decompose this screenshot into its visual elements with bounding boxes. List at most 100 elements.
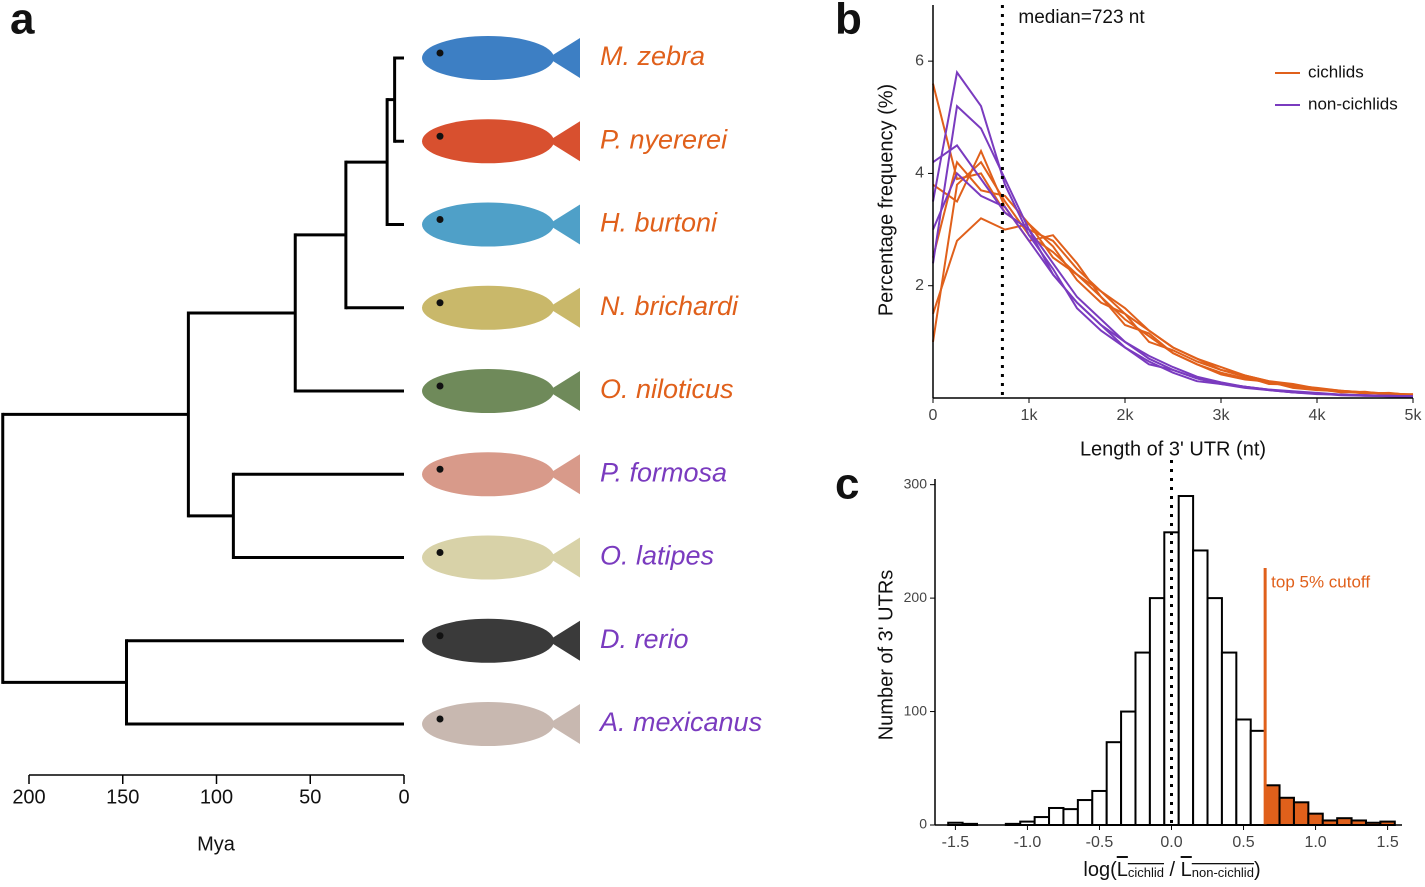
x-tick-label: 100 (200, 786, 233, 808)
fish-image (436, 382, 444, 390)
y-tick-label: 300 (904, 475, 928, 491)
fish-image (436, 715, 444, 723)
cutoff-label: top 5% cutoff (1271, 572, 1370, 591)
histogram-bar (1177, 495, 1195, 826)
x-tick-label: 200 (12, 786, 45, 808)
histogram-bar (1336, 817, 1353, 826)
histogram-bar (1134, 651, 1151, 826)
x-axis-title-part: log( (1083, 859, 1117, 881)
x-axis-title: Length of 3' UTR (nt) (1080, 438, 1266, 460)
fish-image (548, 704, 580, 744)
x-tick-label: 1.5 (1376, 834, 1398, 851)
x-tick-label: 0 (929, 407, 938, 424)
fish-image (422, 119, 554, 164)
fish-image (422, 618, 554, 663)
x-tick-label: 5k (1405, 407, 1423, 424)
fish-image (422, 369, 554, 413)
y-axis-title: Number of 3' UTRs (875, 570, 897, 741)
x-tick-label: 1.0 (1304, 834, 1326, 851)
x-tick-label: -1.5 (942, 834, 970, 851)
fish-image (422, 36, 554, 80)
species-label: P. nyererei (600, 124, 728, 154)
x-tick-label: 50 (299, 786, 321, 808)
y-tick-label: 0 (919, 816, 927, 832)
histogram-bar (1278, 796, 1295, 826)
x-tick-label: 2k (1117, 407, 1135, 424)
annotation: median=723 nt (1018, 7, 1145, 28)
histogram-bar (1120, 710, 1137, 826)
x-axis-title-part: non-cichlid (1192, 865, 1254, 880)
fish-image (436, 49, 444, 57)
x-tick-label: 3k (1213, 407, 1231, 424)
fish-image (422, 202, 554, 247)
x-tick-label: 150 (106, 786, 139, 808)
series-line (932, 160, 1414, 396)
series-line (932, 217, 1414, 396)
x-tick-label: 4k (1309, 407, 1327, 424)
y-tick-label: 200 (904, 589, 928, 605)
species-label: H. burtoni (600, 208, 718, 238)
histogram-bar (1033, 816, 1051, 827)
species-label: O. latipes (600, 541, 714, 571)
histogram-bar (1192, 549, 1209, 827)
histogram-bar (1220, 651, 1238, 826)
x-axis-title-part: L (1181, 859, 1192, 881)
histogram-bar (1105, 741, 1123, 827)
fish-image (436, 632, 444, 640)
histogram-bar (1307, 812, 1324, 827)
fish-image (436, 465, 444, 473)
series-line (932, 171, 1414, 398)
x-axis-title: log(Lcichlid / Lnon-cichlid) (1083, 859, 1260, 881)
fish-image (422, 702, 554, 746)
fish-image (548, 38, 580, 78)
panel-label: b (835, 0, 862, 44)
fish-image (436, 132, 444, 140)
y-tick-label: 2 (915, 277, 924, 294)
species-label: M. zebra (600, 41, 705, 71)
fish-image (436, 549, 444, 556)
series-line (932, 148, 1414, 397)
histogram-bar (1148, 597, 1166, 826)
fish-image (422, 285, 554, 330)
x-tick-label: 0.5 (1232, 834, 1254, 851)
fish-image (548, 620, 580, 661)
species-label: O. niloticus (600, 374, 734, 404)
fish-image (548, 287, 580, 328)
x-axis-title: Mya (197, 833, 236, 855)
fish-image (422, 535, 554, 580)
histogram-bar (1292, 801, 1310, 826)
x-axis-title-part: L (1117, 859, 1128, 881)
histogram-bar (1062, 808, 1079, 827)
histogram-bar (1206, 597, 1223, 826)
y-tick-label: 100 (904, 702, 928, 718)
y-tick-label: 4 (915, 165, 924, 182)
fish-image (436, 216, 444, 223)
panel-label: a (10, 0, 35, 44)
y-axis-title: Percentage frequency (%) (875, 84, 897, 316)
fish-image (548, 454, 580, 495)
legend-label: non-cichlids (1308, 94, 1398, 113)
histogram-bar (1264, 784, 1281, 827)
histogram-bar (1076, 799, 1094, 826)
panel-label: c (835, 460, 859, 509)
fish-image (548, 371, 580, 411)
y-tick-label: 6 (915, 52, 924, 69)
x-tick-label: 0.0 (1160, 834, 1182, 851)
fish-image (548, 537, 580, 578)
histogram-bar (1235, 718, 1252, 826)
legend-label: cichlids (1308, 62, 1364, 81)
species-label: A. mexicanus (598, 707, 762, 737)
species-label: P. formosa (600, 457, 727, 487)
species-label: N. brichardi (600, 291, 739, 321)
x-tick-label: 1k (1021, 407, 1039, 424)
fish-image (548, 204, 580, 245)
histogram-bar (1091, 789, 1108, 827)
species-label: D. rerio (600, 624, 689, 654)
fish-image (548, 121, 580, 162)
x-tick-label: 0 (398, 786, 409, 808)
x-tick-label: -1.0 (1014, 834, 1042, 851)
x-tick-label: -0.5 (1086, 834, 1114, 851)
x-axis-title-part: cichlid (1128, 865, 1164, 880)
histogram-bar (1048, 806, 1065, 826)
